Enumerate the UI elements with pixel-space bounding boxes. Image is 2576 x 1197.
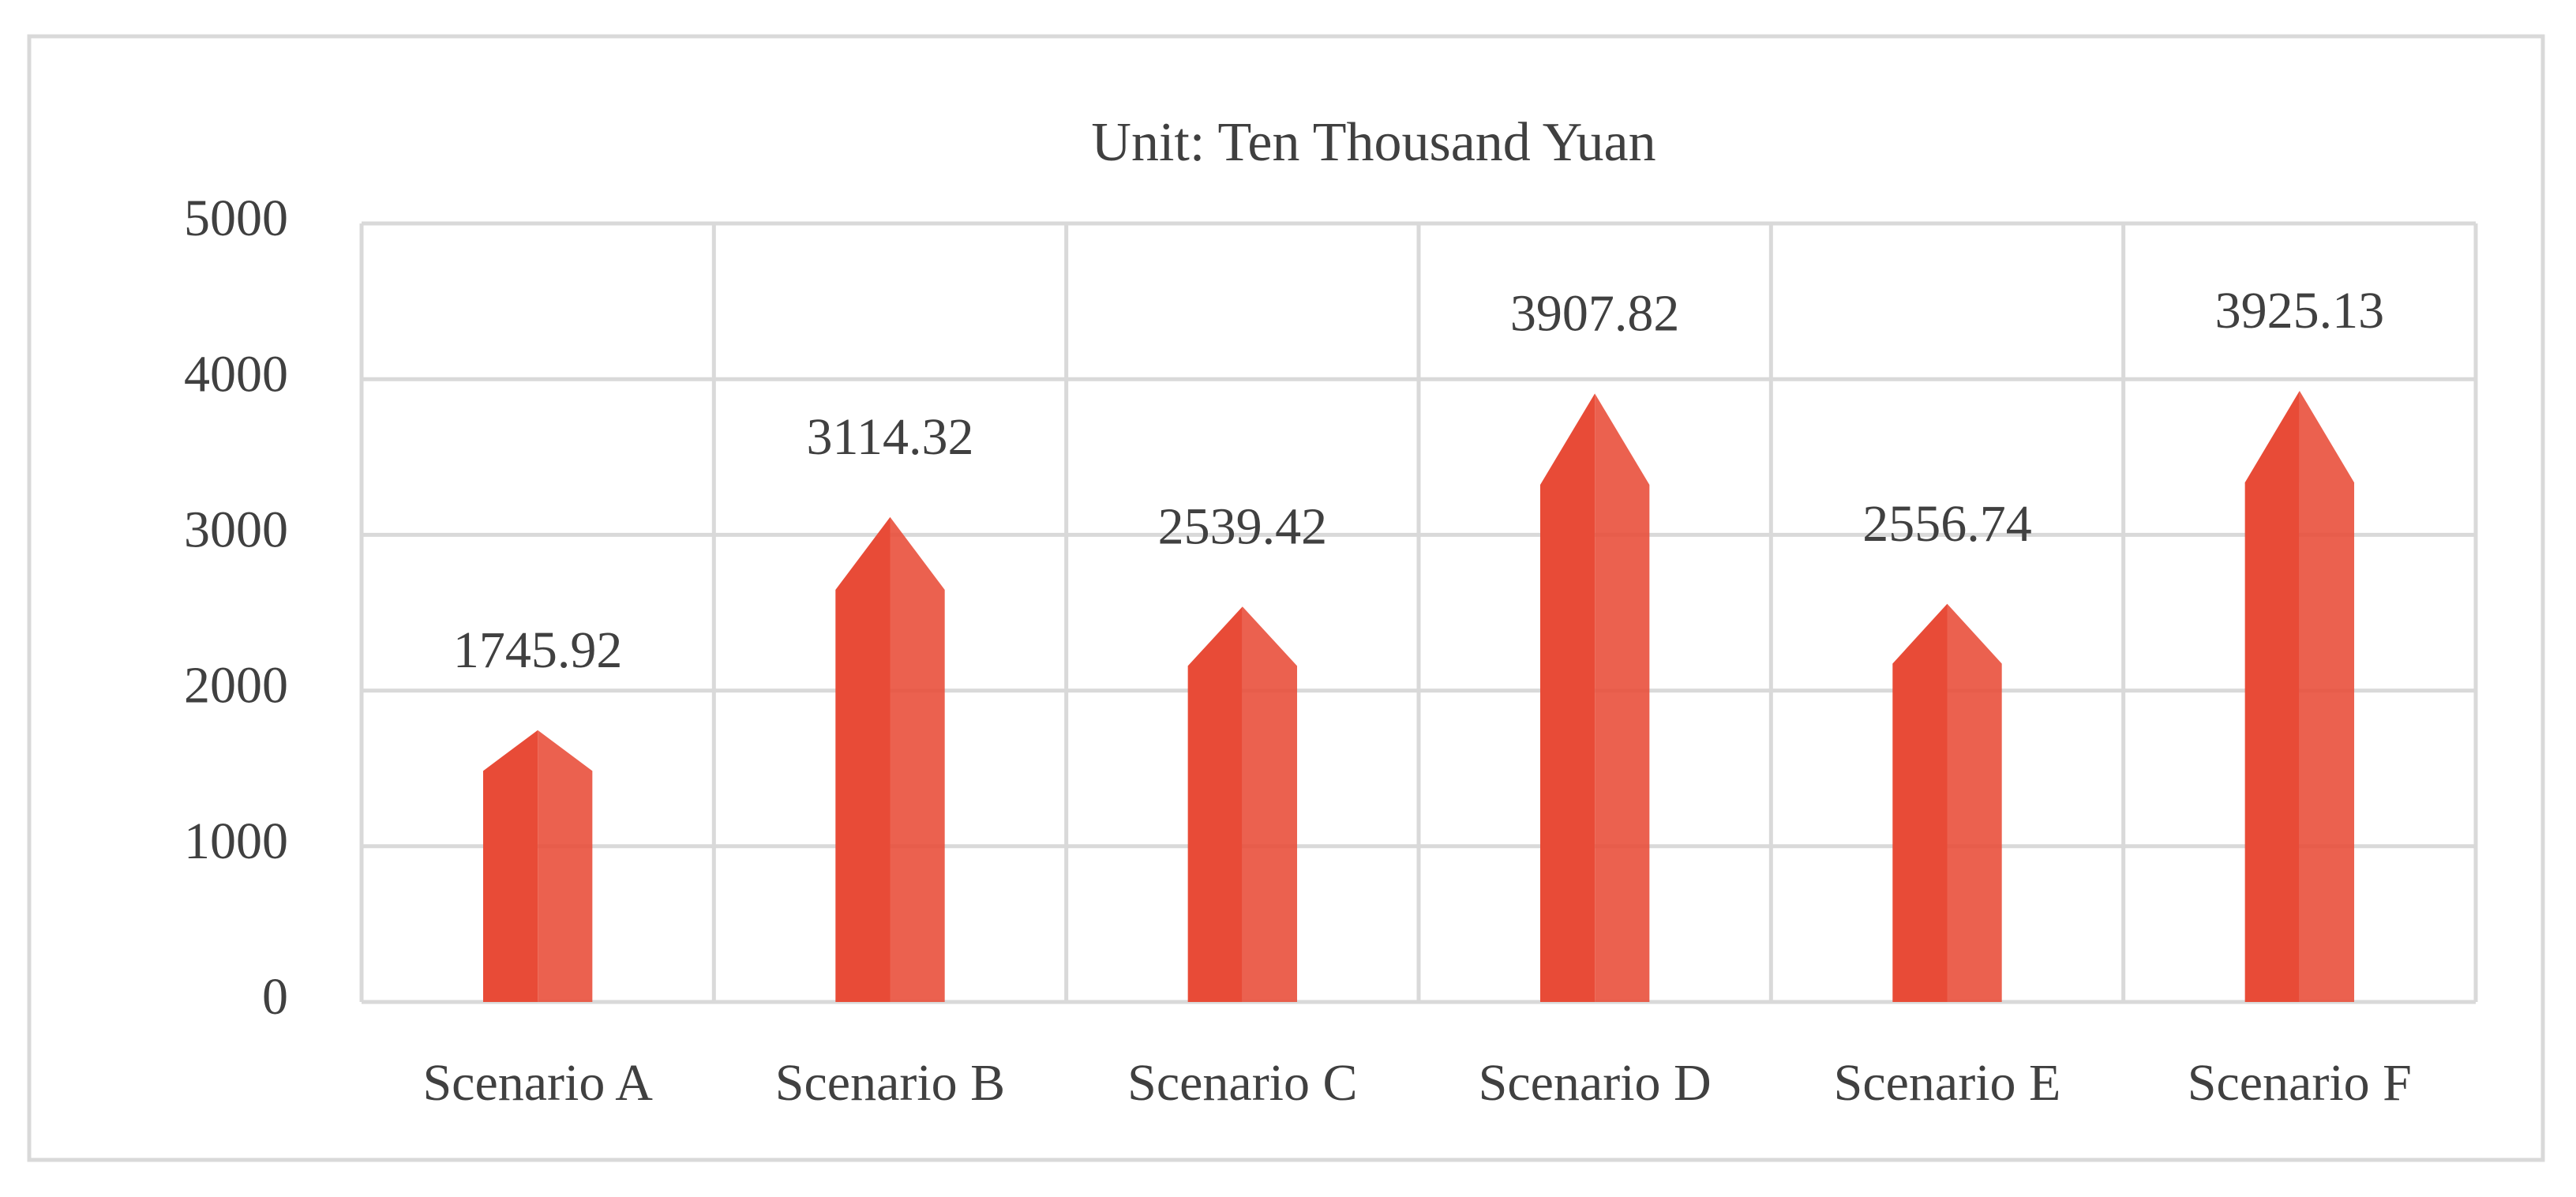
bar-left-half: [1539, 393, 1595, 1002]
bar: [1539, 393, 1650, 1002]
value-label: 3907.82: [1510, 285, 1680, 343]
bar: [482, 730, 593, 1002]
bar: [2244, 390, 2355, 1002]
x-tick-label: Scenario C: [1127, 1054, 1357, 1112]
x-tick-label: Scenario E: [1834, 1054, 2061, 1112]
bar-right-half: [890, 516, 945, 1002]
value-label: 1745.92: [453, 621, 623, 679]
bar: [1892, 603, 2002, 1002]
bar-right-half: [1947, 603, 2002, 1002]
bar-left-half: [482, 730, 538, 1002]
y-tick-label: 3000: [184, 501, 288, 559]
bar-left-half: [2244, 390, 2300, 1002]
x-tick-label: Scenario B: [775, 1054, 1005, 1112]
value-label: 3925.13: [2215, 282, 2385, 340]
value-label: 2556.74: [1862, 495, 2032, 553]
bar-left-half: [1187, 606, 1243, 1002]
y-tick-label: 4000: [184, 345, 288, 403]
bar-right-half: [1242, 606, 1298, 1002]
bar-left-half: [835, 516, 891, 1002]
bar-right-half: [1595, 393, 1650, 1002]
x-tick-label: Scenario D: [1479, 1054, 1712, 1112]
chart-title: Unit: Ten Thousand Yuan: [1091, 112, 1655, 173]
bar: [1187, 606, 1298, 1002]
bar-right-half: [538, 730, 593, 1002]
y-tick-label: 0: [262, 968, 288, 1026]
bar-right-half: [2299, 390, 2355, 1002]
x-tick-label: Scenario A: [422, 1054, 653, 1112]
bar-left-half: [1892, 603, 1948, 1002]
value-label: 3114.32: [806, 408, 973, 466]
x-tick-label: Scenario F: [2188, 1054, 2412, 1112]
value-label: 2539.42: [1158, 497, 1328, 555]
bar: [835, 516, 945, 1002]
y-tick-label: 2000: [184, 657, 288, 715]
y-tick-label: 5000: [184, 189, 288, 247]
y-tick-label: 1000: [184, 812, 288, 870]
